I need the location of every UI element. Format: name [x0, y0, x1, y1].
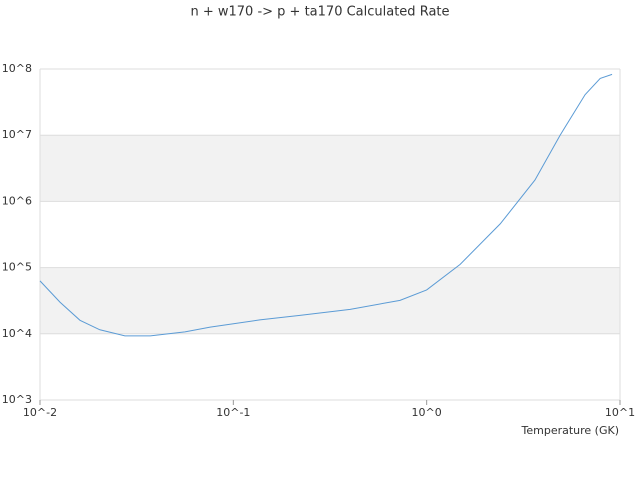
y-tick-label: 10^6: [2, 194, 32, 207]
x-tick-label: 10^-2: [23, 406, 57, 419]
y-tick-label: 10^4: [2, 327, 32, 340]
y-tick-label: 10^7: [2, 128, 32, 141]
grid-band: [40, 135, 620, 202]
chart-title: n + w170 -> p + ta170 Calculated Rate: [190, 5, 449, 20]
y-tick-label: 10^5: [2, 261, 32, 274]
y-tick-label: 10^8: [2, 62, 32, 75]
x-axis-label: Temperature (GK): [521, 424, 620, 437]
x-tick-label: 10^0: [412, 406, 442, 419]
x-tick-label: 10^1: [605, 406, 635, 419]
grid-band: [40, 267, 620, 334]
x-tick-label: 10^-1: [216, 406, 250, 419]
y-tick-label: 10^3: [2, 393, 32, 406]
data-line: [39, 73, 613, 337]
